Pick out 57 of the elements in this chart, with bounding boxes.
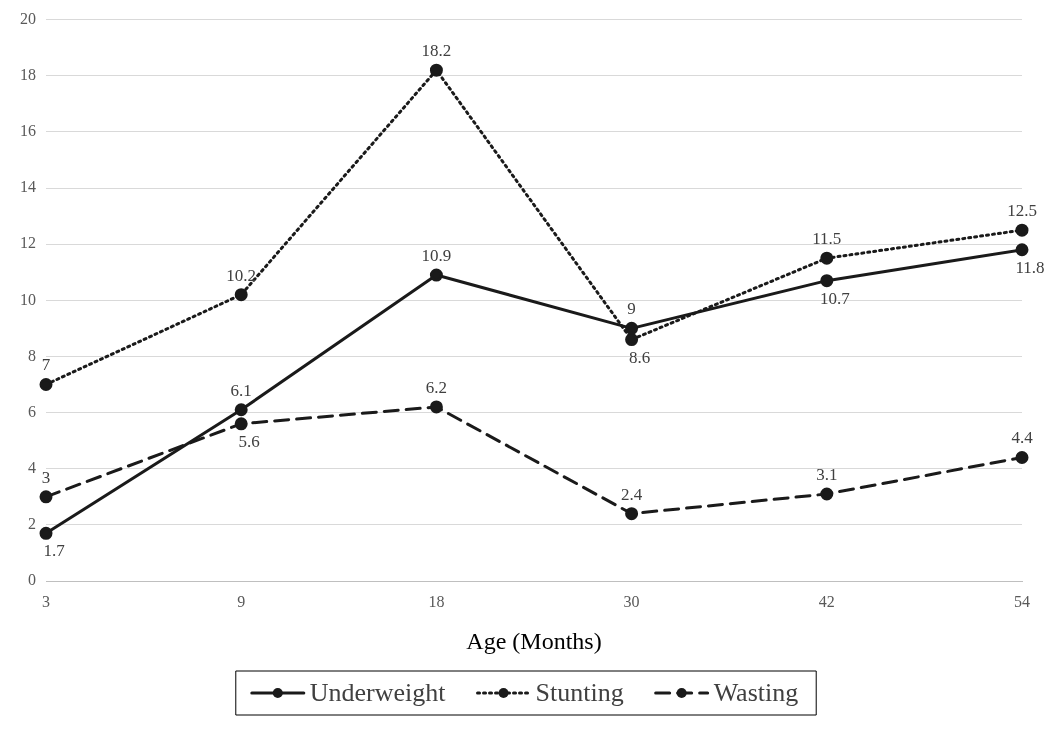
point bbox=[234, 403, 248, 417]
data-label: 6.2 bbox=[425, 377, 448, 397]
y-tick-label: 10 bbox=[20, 290, 36, 308]
y-tick-label: 16 bbox=[20, 122, 36, 140]
point bbox=[39, 490, 53, 504]
data-label: 4.4 bbox=[1011, 428, 1034, 448]
data-label: 12.5 bbox=[1007, 201, 1037, 221]
point bbox=[429, 63, 443, 77]
point bbox=[39, 526, 53, 540]
data-label: 11.5 bbox=[812, 229, 842, 249]
x-tick-label: 3 bbox=[42, 592, 50, 610]
data-label: 3 bbox=[41, 467, 51, 487]
data-label: 6.1 bbox=[230, 380, 252, 400]
data-label: 2.4 bbox=[620, 484, 643, 504]
x-axis-title: Age (Months) bbox=[466, 627, 602, 654]
y-tick-label: 4 bbox=[28, 458, 36, 476]
data-label: 5.6 bbox=[238, 431, 260, 451]
point bbox=[625, 321, 639, 335]
y-tick-label: 8 bbox=[28, 346, 36, 364]
point bbox=[234, 417, 248, 431]
point bbox=[1015, 450, 1029, 464]
x-tick-label: 18 bbox=[428, 592, 445, 610]
point bbox=[820, 251, 834, 265]
legend-label: Underweight bbox=[309, 677, 447, 707]
data-label: 10.7 bbox=[819, 288, 851, 308]
data-label: 3.1 bbox=[816, 464, 838, 484]
point bbox=[429, 268, 443, 282]
data-label: 7 bbox=[41, 355, 51, 375]
point bbox=[1015, 243, 1029, 257]
data-label: 11.8 bbox=[1015, 257, 1045, 277]
point bbox=[625, 333, 639, 347]
point bbox=[820, 487, 834, 501]
y-tick-label: 6 bbox=[28, 402, 36, 420]
y-tick-label: 2 bbox=[28, 515, 36, 533]
data-label: 1.7 bbox=[43, 541, 66, 561]
y-tick-label: 18 bbox=[20, 65, 36, 83]
point bbox=[625, 507, 639, 521]
y-tick-label: 20 bbox=[20, 9, 36, 27]
legend-label: Stunting bbox=[535, 677, 624, 707]
y-tick-label: 0 bbox=[28, 571, 36, 589]
legend-label: Wasting bbox=[713, 677, 799, 707]
point bbox=[820, 274, 834, 288]
y-tick-label: 14 bbox=[20, 178, 36, 196]
x-tick-label: 30 bbox=[623, 592, 640, 610]
x-tick-label: 9 bbox=[237, 592, 246, 610]
data-label: 9 bbox=[627, 299, 636, 319]
x-tick-label: 42 bbox=[818, 592, 835, 610]
point bbox=[429, 400, 443, 414]
data-label: 10.2 bbox=[226, 265, 257, 285]
data-label: 10.9 bbox=[421, 246, 452, 266]
point bbox=[1015, 223, 1029, 237]
point bbox=[39, 378, 53, 392]
data-label: 18.2 bbox=[421, 41, 452, 61]
y-tick-label: 12 bbox=[20, 234, 36, 252]
point bbox=[234, 288, 248, 302]
data-label: 8.6 bbox=[628, 347, 651, 367]
x-tick-label: 54 bbox=[1014, 592, 1030, 610]
